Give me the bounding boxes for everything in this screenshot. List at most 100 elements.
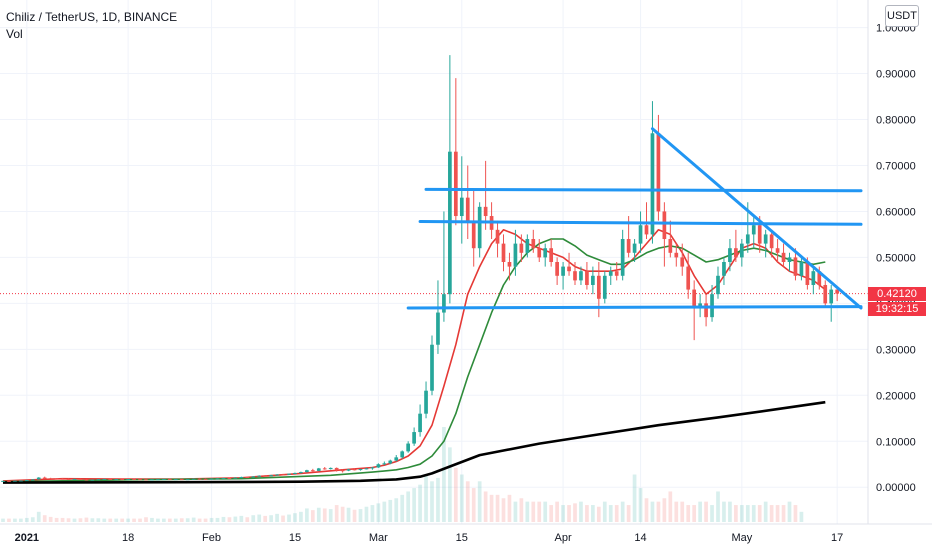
candle-body (96, 479, 101, 481)
volume-bar (430, 481, 434, 522)
volume-bar (692, 505, 697, 522)
candle-body (382, 463, 387, 465)
volume-bar (162, 518, 166, 522)
volume-bar (686, 505, 691, 522)
volume-bar (281, 515, 285, 522)
volume-bar (173, 518, 178, 522)
volume-bar (787, 501, 792, 522)
volume-bar (30, 517, 35, 522)
candle-body (197, 478, 202, 480)
trendline (424, 187, 863, 193)
candle-body (310, 470, 315, 472)
candle-body (215, 478, 220, 480)
volume-bar (662, 498, 667, 522)
trendlines (406, 127, 863, 310)
volume-bar (358, 509, 363, 522)
volume-bar (448, 447, 452, 522)
volume-bar (203, 518, 208, 522)
volume-bar (489, 494, 494, 522)
volume-bar (638, 488, 643, 522)
candle-body (596, 275, 601, 299)
volume-bar (424, 474, 428, 522)
time-tick-label: May (731, 532, 752, 544)
candle-body (209, 478, 214, 480)
price-tick-label: 0.20000 (876, 390, 916, 402)
price-tick-label: 0.80000 (876, 115, 916, 127)
candle-body (531, 239, 536, 249)
volume-bar (221, 516, 226, 522)
volume-bar (239, 515, 244, 522)
candle-body (251, 476, 256, 478)
volume-bar (739, 505, 744, 522)
candle-body (352, 469, 357, 471)
volume-bar (745, 505, 750, 522)
time-tick-label: 17 (831, 532, 843, 544)
candle-body (519, 243, 524, 253)
chart-grid (0, 0, 868, 524)
candle-body (608, 271, 613, 276)
moving-average-black (2, 400, 826, 484)
volume-bar (549, 505, 554, 522)
candle-body (757, 225, 762, 244)
volume-bar (465, 481, 470, 522)
candle-body (424, 390, 428, 414)
candle-body (823, 284, 828, 304)
candle-body (686, 266, 691, 290)
candle-body (781, 252, 786, 262)
time-tick-label: 18 (122, 532, 134, 544)
candle-body (728, 248, 732, 262)
volume-bar (132, 518, 136, 522)
volume-bar (483, 491, 488, 522)
volume-bar (144, 517, 148, 522)
candle-body (632, 243, 637, 253)
candle-body (436, 312, 440, 345)
candle-body (459, 197, 464, 217)
volume-bar (757, 505, 762, 522)
volume-bar (567, 505, 571, 522)
candle-body (78, 478, 83, 480)
candle-body (376, 464, 381, 468)
candle-body (543, 248, 548, 258)
volume-bar (322, 508, 327, 522)
volume-indicator-label[interactable]: Vol (6, 27, 23, 41)
chart-legend: Chiliz / TetherUS, 1D, BINANCE Vol (6, 9, 177, 43)
candle-body (400, 451, 405, 458)
trendline (650, 127, 863, 310)
candle-body (370, 467, 375, 469)
volume-bar (316, 507, 321, 522)
candle-body (138, 479, 142, 481)
candle-body (477, 206, 482, 249)
volume-bar (453, 467, 458, 522)
candle-body (591, 275, 595, 285)
candle-body (48, 478, 53, 480)
currency-button[interactable]: USDT (885, 5, 919, 27)
volume-bar (19, 518, 23, 522)
volume-bar (96, 518, 101, 522)
volume-bar (233, 516, 238, 522)
candle-body (102, 478, 107, 480)
volume-bar (24, 517, 29, 522)
candle-body (829, 289, 834, 304)
trendline (418, 220, 863, 226)
volume-bar (1, 518, 5, 522)
candle-body (328, 467, 333, 470)
volume-bar (591, 505, 595, 522)
volume-bar (698, 501, 702, 522)
volume-bar (579, 501, 583, 522)
candle-body (668, 239, 673, 253)
volume-bar (257, 514, 262, 522)
volume-bar (680, 501, 685, 522)
volume-bar (400, 494, 405, 522)
symbol-title[interactable]: Chiliz / TetherUS, 1D, BINANCE (6, 10, 178, 24)
volume-bar (734, 505, 738, 522)
price-tick-label: 0.70000 (876, 160, 916, 172)
volume-bar (346, 507, 351, 522)
volume-bar (287, 514, 291, 522)
candle-body (495, 229, 500, 244)
candle-body (549, 248, 554, 262)
candle-body (239, 477, 244, 479)
volume-bar (382, 501, 387, 522)
candle-body (471, 220, 476, 249)
price-tick-label: 0.90000 (876, 69, 916, 81)
